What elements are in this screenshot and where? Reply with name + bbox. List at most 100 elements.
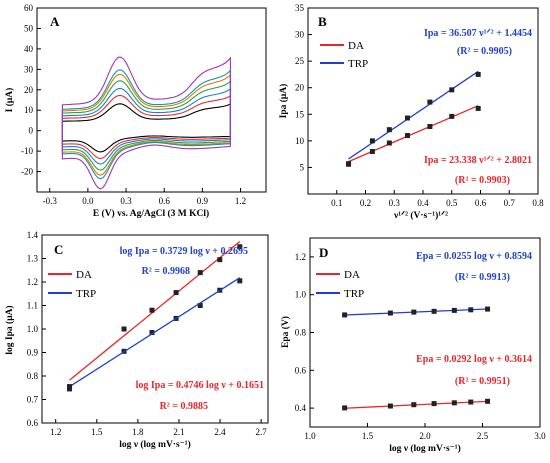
data-point-trp	[342, 312, 348, 318]
y-tick-label: 1.1	[27, 301, 38, 311]
panel-b-r2-trp: (R² = 0.9905)	[457, 46, 512, 57]
panel-c-r2-trp: R² = 0.9968	[142, 266, 190, 277]
y-tick-label: 10	[295, 136, 305, 146]
x-tick-label: 0.0	[82, 196, 94, 206]
y-tick-label: 60	[24, 3, 34, 13]
y-tick-label: 50	[24, 23, 34, 33]
y-tick-label: 0.6	[27, 418, 39, 428]
data-point-da	[449, 113, 455, 119]
y-tick-label: 10	[24, 105, 34, 115]
x-tick-label: 0.4	[417, 198, 429, 208]
fit-line-trp	[348, 70, 479, 160]
data-point-da	[431, 401, 437, 407]
y-tick-label: 0.4	[295, 403, 307, 413]
data-point-da	[451, 400, 457, 406]
panel-c-ylabel: log Ipa (μA)	[4, 305, 15, 354]
data-point-trp	[217, 257, 223, 263]
x-tick-label: 0.6	[159, 196, 171, 206]
y-tick-label: -10	[21, 146, 33, 156]
fit-line-da	[348, 105, 479, 163]
data-point-da	[427, 124, 433, 130]
x-tick-label: 1.0	[304, 431, 316, 441]
x-tick-label: 2.4	[214, 427, 226, 437]
data-point-da	[342, 405, 348, 411]
panel-c-ticks: 1.2 1.5 1.8 2.1 2.4 2.7 0.6 0.7 0.8 0.9 1.0 1.1 1.2 1…	[27, 230, 268, 437]
fit-line-trp	[69, 277, 241, 388]
panel-a-plot	[61, 56, 231, 190]
data-point-trp	[485, 306, 491, 312]
data-point-da	[149, 330, 155, 336]
y-tick-label: -20	[21, 167, 33, 177]
panel-c-legend: DA TRP	[48, 269, 96, 300]
panel-b-ylabel: Ipa (μA)	[278, 84, 289, 119]
y-tick-label: 25	[295, 56, 305, 66]
cv-curve-4	[61, 80, 231, 171]
data-point-da	[485, 398, 491, 404]
panel-b-letter: B	[318, 14, 327, 29]
y-tick-label: 1.0	[27, 324, 39, 334]
y-tick-label: 15	[295, 109, 305, 119]
data-point-da	[468, 399, 474, 405]
x-tick-label: 0.1	[331, 198, 342, 208]
x-tick-label: 1.8	[132, 427, 144, 437]
panel-d-ticks: 1.0 1.5 2.0 2.5 3.0 0.4 0.6 0.8 1.0 1.2	[295, 252, 546, 441]
panel-c-eq-da: log Ipa = 0.4746 log ν + 0.1651	[136, 380, 264, 391]
data-point-da	[197, 303, 203, 308]
x-tick-label: 1.5	[362, 431, 374, 441]
x-tick-label: 3.0	[534, 431, 546, 441]
panel-b-ticks: 0.1 0.2 0.3 0.4 0.5 0.6 0.7 0.8 5 10 15 20 25 30 35	[295, 3, 544, 208]
x-tick-label: 0.8	[532, 198, 544, 208]
data-point-trp	[387, 310, 393, 316]
x-tick-label: 1.2	[50, 427, 61, 437]
panel-a-frame	[36, 7, 267, 193]
data-point-trp	[67, 384, 73, 390]
legend-trp-label: TRP	[76, 288, 96, 300]
panel-d-letter: D	[319, 245, 328, 260]
y-tick-label: 1.4	[27, 230, 39, 240]
y-tick-label: 0.6	[295, 365, 307, 375]
panel-d-legend: DA TRP	[316, 269, 364, 300]
panel-c: 1.2 1.5 1.8 2.1 2.4 2.7 0.6 0.7 0.8 0.9 1.0 1.1 1.2 1…	[4, 230, 269, 450]
panel-b-plot	[346, 70, 481, 167]
panel-b-xlabel: ν¹ᐟ² (V·s⁻¹)¹ᐟ²	[393, 210, 448, 221]
legend-da-label: DA	[76, 269, 92, 281]
data-point-trp	[468, 307, 474, 313]
panel-b-eq-trp: Ipa = 36.507 ν¹ᐟ² + 1.4454	[424, 28, 532, 39]
data-point-trp	[404, 115, 410, 121]
panel-c-plot	[67, 240, 243, 392]
y-tick-label: 35	[295, 3, 305, 13]
panel-a: -0.3 0.0 0.3 0.6 0.9 1.2 -20 -10 0 10 20 30 40 50 60 A…	[4, 3, 267, 219]
y-tick-label: 30	[24, 64, 34, 74]
panel-c-r2-da: R² = 0.9885	[160, 401, 208, 412]
panel-d-r2-da: (R² = 0.9951)	[455, 376, 510, 387]
panel-a-xlabel: E (V) vs. Ag/AgCl (3 M KCl)	[93, 208, 209, 219]
y-tick-label: 20	[24, 85, 34, 95]
panel-c-xlabel: log ν (log mV·s⁻¹)	[119, 439, 190, 450]
legend-da-label: DA	[344, 269, 360, 281]
x-tick-label: 0.5	[446, 198, 458, 208]
cv-curve-5	[61, 73, 231, 176]
legend-da-label: DA	[348, 40, 364, 52]
x-tick-label: 0.7	[504, 198, 516, 208]
y-tick-label: 0.9	[27, 348, 39, 358]
x-tick-label: 0.9	[197, 196, 209, 206]
panel-d-r2-trp: (R² = 0.9913)	[455, 272, 510, 283]
legend-trp-label: TRP	[344, 288, 364, 300]
y-tick-label: 1.0	[295, 290, 307, 300]
x-tick-label: 0.2	[360, 198, 371, 208]
y-tick-label: 5	[300, 162, 305, 172]
data-point-da	[404, 133, 410, 139]
panel-c-eq-trp: log Ipa = 0.3729 log ν + 0.2695	[120, 246, 248, 257]
panel-a-letter: A	[50, 14, 60, 29]
data-point-trp	[427, 99, 433, 105]
data-point-trp	[121, 326, 127, 332]
data-point-trp	[475, 71, 481, 77]
data-point-da	[411, 402, 417, 408]
data-point-da	[387, 403, 393, 409]
panel-a-ylabel: I (μA)	[4, 88, 15, 113]
panel-b-legend: DA TRP	[320, 40, 368, 70]
panel-d-plot	[342, 306, 491, 411]
legend-trp-label: TRP	[348, 58, 368, 70]
